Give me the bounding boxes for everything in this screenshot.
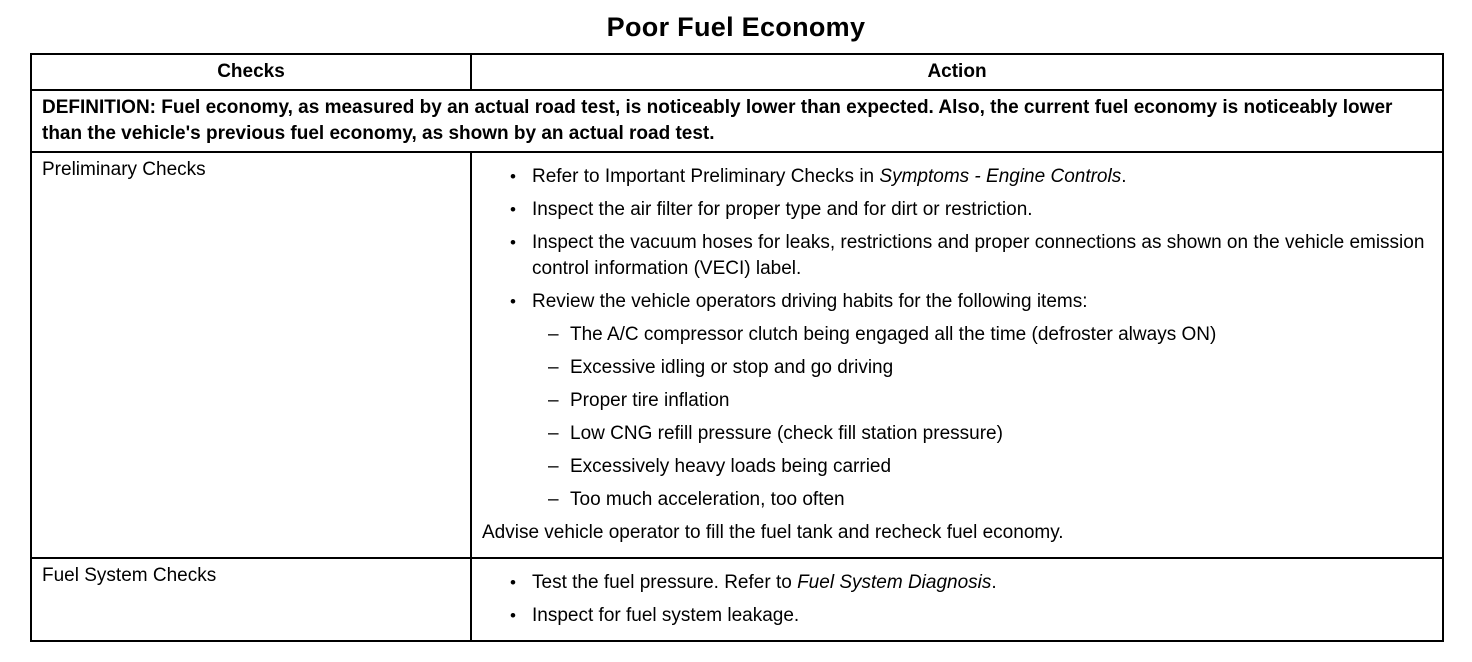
dash-marker: – [548, 324, 559, 345]
action-text: Refer to Important Preliminary Checks in… [532, 166, 1127, 187]
table-row: Preliminary Checks • Refer to Important … [30, 151, 1444, 559]
action-text: Inspect the air filter for proper type a… [532, 199, 1033, 220]
bullet-marker: • [510, 573, 516, 592]
action-sub-item: – Low CNG refill pressure (check fill st… [482, 421, 1432, 447]
bullet-marker: • [510, 233, 516, 252]
action-sub-item: – Excessively heavy loads being carried [482, 454, 1432, 480]
action-item: • Test the fuel pressure. Refer to Fuel … [482, 570, 1432, 596]
dash-marker: – [548, 390, 559, 411]
action-text: Excessively heavy loads being carried [570, 456, 892, 477]
action-text: Too much acceleration, too often [570, 489, 845, 510]
dash-marker: – [548, 357, 559, 378]
column-header-checks: Checks [30, 53, 472, 91]
action-item: • Inspect the vacuum hoses for leaks, re… [482, 230, 1432, 282]
table-row: Fuel System Checks • Test the fuel press… [30, 557, 1444, 642]
action-text: Excessive idling or stop and go driving [570, 357, 894, 378]
action-cell: • Refer to Important Preliminary Checks … [470, 151, 1444, 559]
action-item: • Refer to Important Preliminary Checks … [482, 164, 1432, 190]
action-item: • Inspect for fuel system leakage. [482, 603, 1432, 629]
definition-text: DEFINITION: Fuel economy, as measured by… [30, 89, 1444, 153]
page-title: Poor Fuel Economy [606, 12, 866, 42]
action-item: • Inspect the air filter for proper type… [482, 197, 1432, 223]
action-sub-item: – Proper tire inflation [482, 388, 1432, 414]
bullet-marker: • [510, 200, 516, 219]
dash-marker: – [548, 456, 559, 477]
action-sub-item: – Too much acceleration, too often [482, 487, 1432, 513]
action-text: Test the fuel pressure. Refer to Fuel Sy… [532, 572, 997, 593]
dash-marker: – [548, 423, 559, 444]
action-sub-item: – Excessive idling or stop and go drivin… [482, 355, 1432, 381]
bullet-marker: • [510, 292, 516, 311]
action-sub-item: – The A/C compressor clutch being engage… [482, 322, 1432, 348]
action-text: The A/C compressor clutch being engaged … [570, 324, 1217, 345]
action-text: Proper tire inflation [570, 390, 730, 411]
column-header-action: Action [470, 53, 1444, 91]
action-text: Review the vehicle operators driving hab… [532, 291, 1088, 312]
action-text: Low CNG refill pressure (check fill stat… [570, 423, 1003, 444]
dash-marker: – [548, 489, 559, 510]
table-header-row: Checks Action [30, 53, 1444, 91]
bullet-marker: • [510, 167, 516, 186]
diagnostic-table: Checks Action DEFINITION: Fuel economy, … [30, 53, 1444, 642]
checks-label: Fuel System Checks [30, 557, 472, 642]
action-item: • Review the vehicle operators driving h… [482, 289, 1432, 315]
action-footer-text: Advise vehicle operator to fill the fuel… [482, 522, 1064, 543]
action-text: Inspect for fuel system leakage. [532, 605, 800, 626]
checks-label: Preliminary Checks [30, 151, 472, 559]
action-cell: • Test the fuel pressure. Refer to Fuel … [470, 557, 1444, 642]
action-text: Inspect the vacuum hoses for leaks, rest… [532, 232, 1425, 279]
bullet-marker: • [510, 606, 516, 625]
definition-row: DEFINITION: Fuel economy, as measured by… [30, 89, 1444, 153]
